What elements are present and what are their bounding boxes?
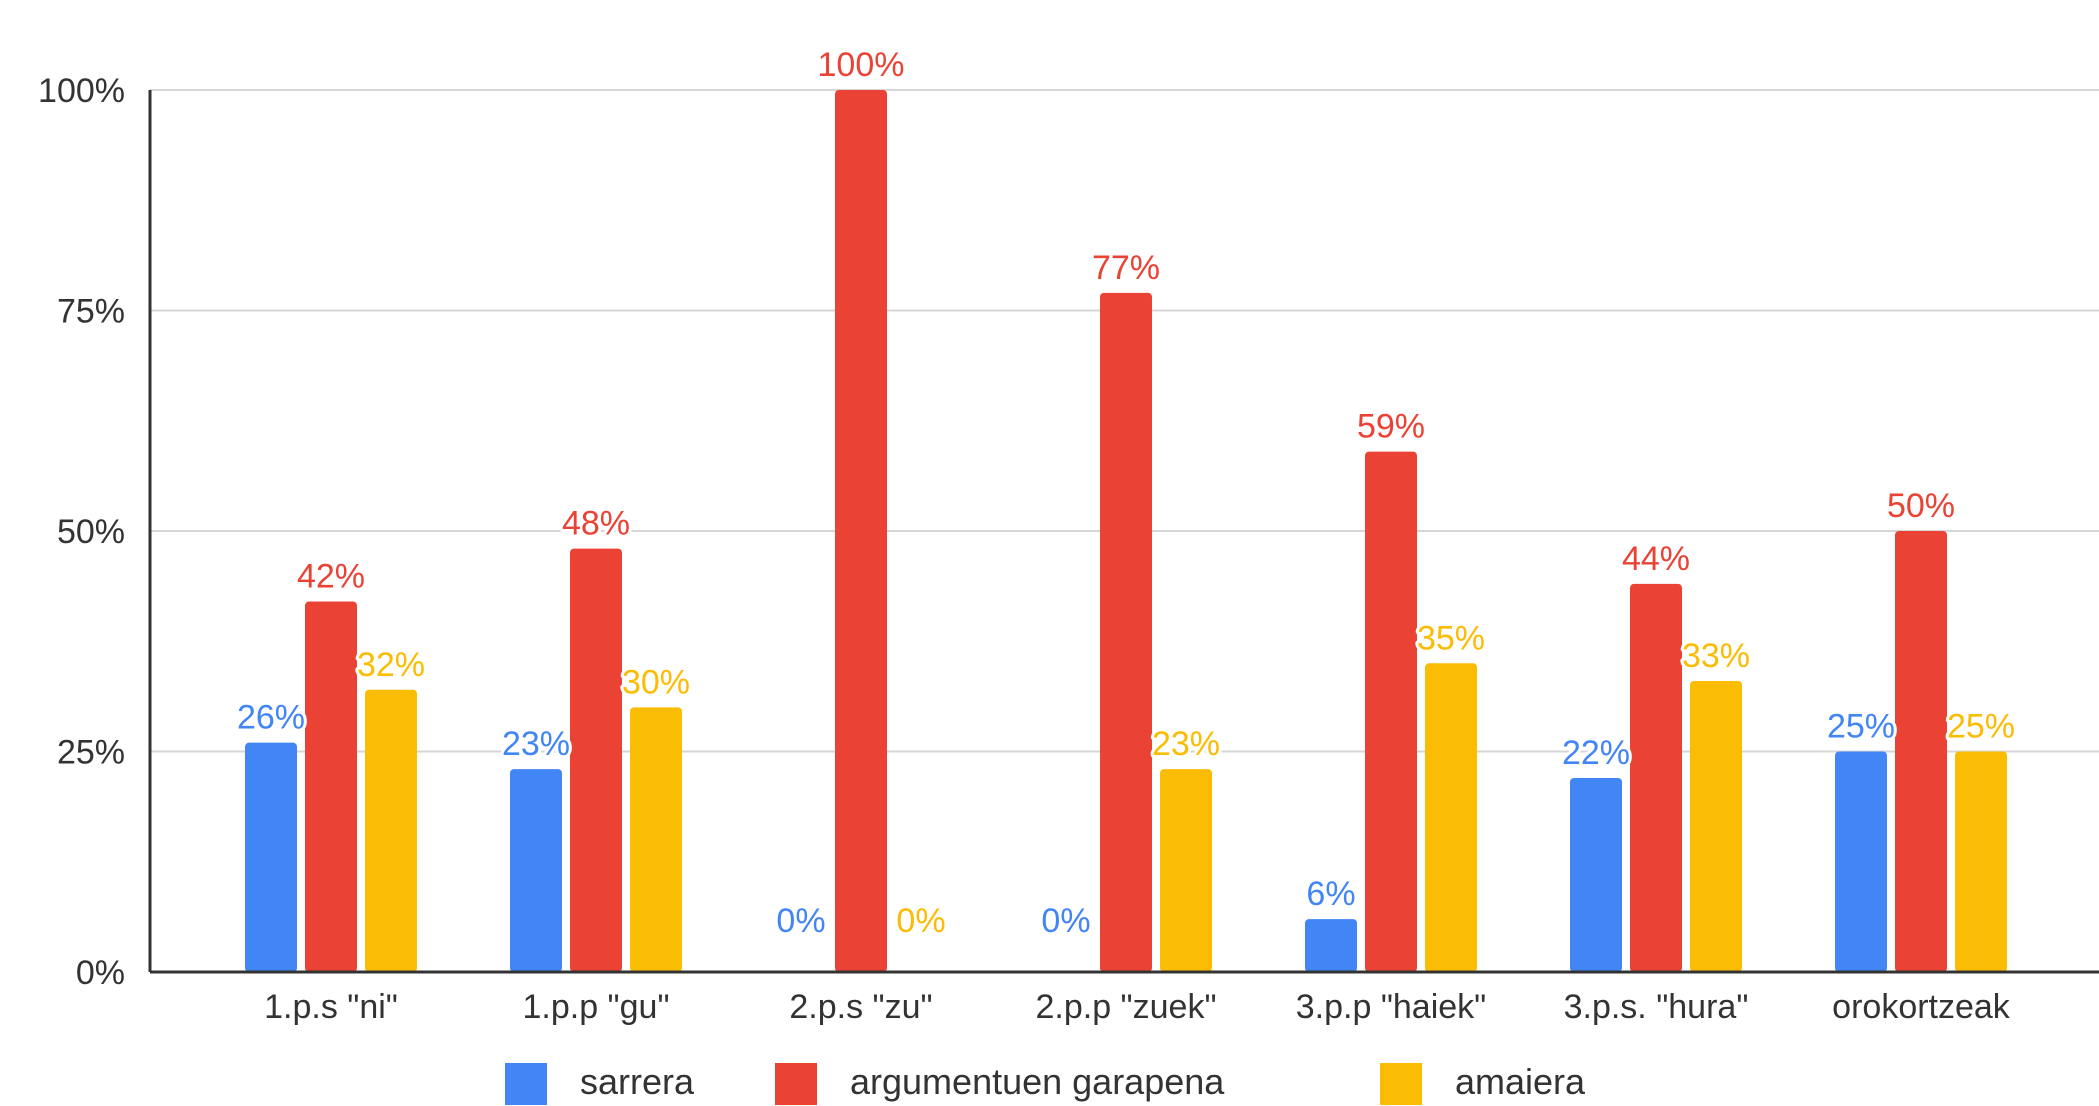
bar-amaiera: [1690, 680, 1742, 972]
bar-argumentuen-garapena: [1630, 583, 1682, 972]
legend: sarrera argumentuen garapena amaiera: [505, 1061, 1586, 1105]
bar-argumentuen-garapena: [305, 601, 357, 972]
legend-swatch: [505, 1063, 547, 1105]
y-axis: 0% 25% 50% 75% 100%: [38, 72, 152, 992]
legend-label: argumentuen garapena: [850, 1061, 1225, 1102]
x-tick-label: 1.p.s "ni": [264, 988, 398, 1026]
data-label: 30%: [622, 663, 690, 701]
data-label: 22%: [1562, 734, 1630, 772]
x-tick-label: 2.p.s "zu": [789, 988, 932, 1026]
bar-amaiera: [1425, 663, 1477, 972]
data-label: 35%: [1417, 619, 1485, 657]
data-label: 100%: [818, 46, 905, 84]
data-label: 77%: [1092, 249, 1160, 287]
y-tick-label: 50%: [57, 513, 125, 551]
data-label: 23%: [1152, 725, 1220, 763]
data-label: 32%: [357, 646, 425, 684]
bar-amaiera: [1160, 769, 1212, 972]
data-label: 44%: [1622, 540, 1690, 578]
data-label: 26%: [237, 699, 305, 737]
bars: [245, 90, 2007, 972]
data-label: 0%: [776, 902, 825, 940]
data-label: 42%: [297, 558, 365, 596]
bar-amaiera: [630, 707, 682, 972]
bar-amaiera: [1955, 751, 2007, 972]
legend-label: amaiera: [1455, 1061, 1586, 1102]
bar-sarrera: [510, 769, 562, 972]
data-label: 48%: [562, 505, 630, 543]
x-tick-label: 3.p.s. "hura": [1564, 988, 1749, 1026]
bar-sarrera: [245, 742, 297, 972]
bar-argumentuen-garapena: [1100, 292, 1152, 972]
bar-sarrera: [1305, 919, 1357, 972]
bar-argumentuen-garapena: [1365, 451, 1417, 972]
bar-argumentuen-garapena: [570, 548, 622, 972]
data-label: 59%: [1357, 408, 1425, 446]
data-label: 25%: [1947, 708, 2015, 746]
bar-amaiera: [365, 689, 417, 972]
x-tick-label: 1.p.p "gu": [522, 988, 669, 1026]
x-axis: 1.p.s "ni" 1.p.p "gu" 2.p.s "zu" 2.p.p "zue…: [150, 970, 2099, 1026]
y-tick-label: 75%: [57, 293, 125, 331]
bar-sarrera: [1835, 751, 1887, 972]
data-labels: 26% 42% 32% 23% 48% 30% 0% 100% 0% 0% 77% 23% 6% 59% 3…: [234, 43, 2018, 943]
y-tick-label: 25%: [57, 734, 125, 772]
bar-argumentuen-garapena: [835, 90, 887, 972]
data-label: 50%: [1887, 487, 1955, 525]
legend-label: sarrera: [580, 1061, 695, 1102]
x-tick-label: 2.p.p "zuek": [1035, 988, 1216, 1026]
x-tick-label: orokortzeak: [1832, 988, 2011, 1026]
data-label: 0%: [896, 902, 945, 940]
data-label: 23%: [502, 725, 570, 763]
legend-swatch: [1380, 1063, 1422, 1105]
x-tick-label: 3.p.p "haiek": [1296, 988, 1487, 1026]
data-label: 0%: [1041, 902, 1090, 940]
y-tick-label: 100%: [38, 72, 125, 110]
bar-argumentuen-garapena: [1895, 531, 1947, 972]
legend-swatch: [775, 1063, 817, 1105]
data-label: 25%: [1827, 708, 1895, 746]
y-tick-label: 0%: [76, 954, 125, 992]
data-label: 6%: [1306, 875, 1355, 913]
bar-sarrera: [1570, 777, 1622, 972]
data-label: 33%: [1682, 637, 1750, 675]
